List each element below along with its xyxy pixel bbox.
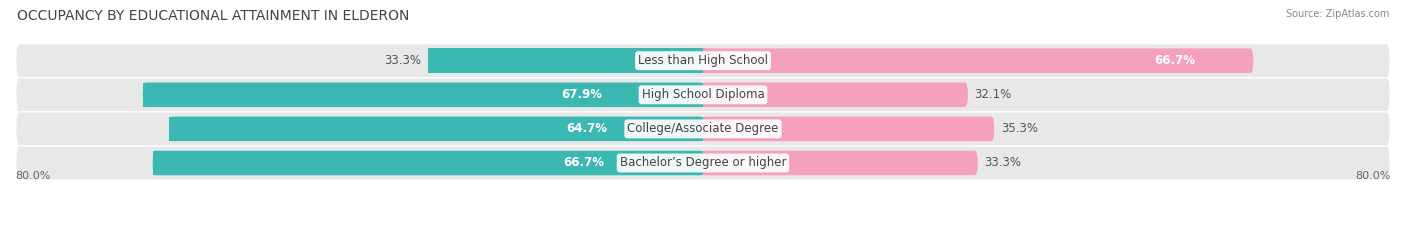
Bar (172, 116, 703, 141)
FancyBboxPatch shape (153, 151, 703, 175)
Bar (703, 151, 706, 175)
Text: 35.3%: 35.3% (1001, 122, 1038, 135)
Text: 66.7%: 66.7% (562, 157, 605, 169)
FancyBboxPatch shape (703, 82, 967, 107)
Bar (703, 116, 706, 141)
Text: Less than High School: Less than High School (638, 54, 768, 67)
Text: 33.3%: 33.3% (984, 157, 1021, 169)
Text: 80.0%: 80.0% (15, 171, 51, 182)
Bar (703, 82, 706, 107)
FancyBboxPatch shape (17, 113, 1389, 145)
Text: Source: ZipAtlas.com: Source: ZipAtlas.com (1285, 9, 1389, 19)
Bar (699, 82, 703, 107)
Bar (699, 151, 703, 175)
Text: 32.1%: 32.1% (974, 88, 1012, 101)
FancyBboxPatch shape (703, 151, 977, 175)
Text: 33.3%: 33.3% (385, 54, 422, 67)
Bar (153, 151, 703, 175)
Text: College/Associate Degree: College/Associate Degree (627, 122, 779, 135)
FancyBboxPatch shape (17, 147, 1389, 179)
Text: OCCUPANCY BY EDUCATIONAL ATTAINMENT IN ELDERON: OCCUPANCY BY EDUCATIONAL ATTAINMENT IN E… (17, 9, 409, 23)
Bar (156, 151, 703, 175)
Bar (432, 48, 703, 73)
FancyBboxPatch shape (17, 79, 1389, 111)
Bar (699, 116, 703, 141)
FancyBboxPatch shape (143, 82, 703, 107)
Bar (699, 48, 703, 73)
FancyBboxPatch shape (703, 48, 1253, 73)
Text: 66.7%: 66.7% (1154, 54, 1195, 67)
Bar (703, 48, 706, 73)
Text: Bachelor’s Degree or higher: Bachelor’s Degree or higher (620, 157, 786, 169)
FancyBboxPatch shape (169, 116, 703, 141)
Text: High School Diploma: High School Diploma (641, 88, 765, 101)
Text: 67.9%: 67.9% (561, 88, 602, 101)
Bar (429, 48, 703, 73)
FancyBboxPatch shape (17, 44, 1389, 77)
Text: 64.7%: 64.7% (565, 122, 607, 135)
Bar (169, 116, 703, 141)
Bar (146, 82, 703, 107)
Text: 80.0%: 80.0% (1355, 171, 1391, 182)
Bar (143, 82, 703, 107)
FancyBboxPatch shape (429, 48, 703, 73)
FancyBboxPatch shape (703, 116, 994, 141)
